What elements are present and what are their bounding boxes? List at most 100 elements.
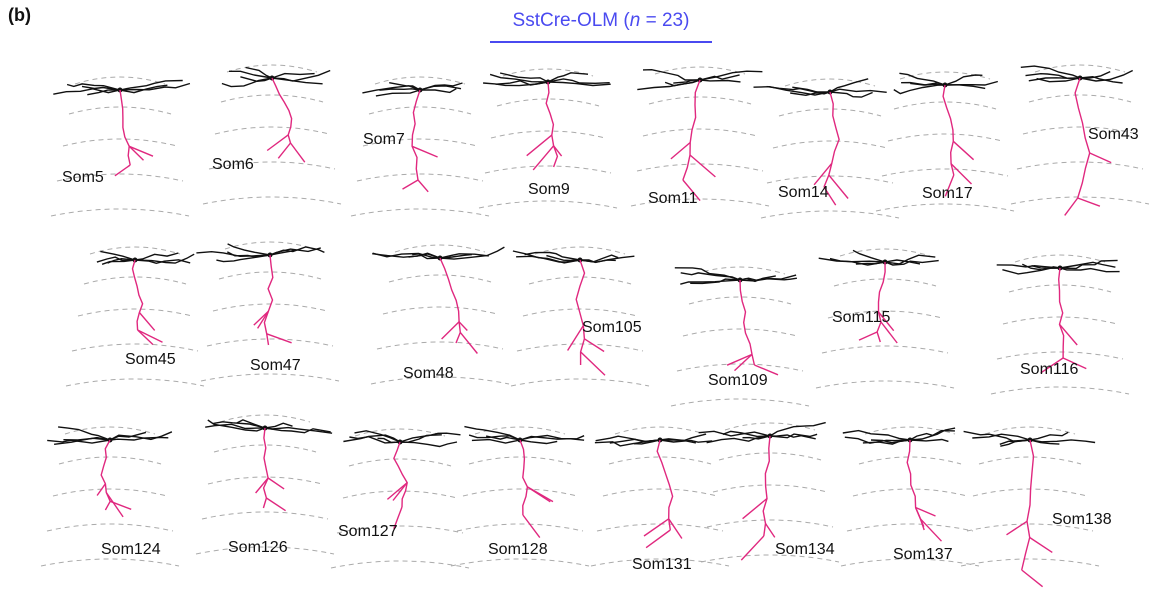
cell-label: Som48	[403, 365, 454, 382]
cell-label: Som138	[1052, 511, 1112, 528]
layer-boundary	[1017, 162, 1143, 169]
layer-boundary	[979, 457, 1081, 464]
layer-boundary	[689, 297, 791, 304]
neuron: Som5	[51, 77, 190, 216]
neuron: Som7	[351, 77, 489, 216]
layer-boundary	[888, 134, 1002, 141]
layer-boundary	[90, 247, 180, 254]
axon-branch	[766, 524, 775, 538]
neuron: Som115	[816, 249, 954, 388]
axon-branch	[829, 175, 848, 198]
dendrite	[894, 85, 945, 94]
axon-branch	[1022, 570, 1043, 587]
layer-boundary	[221, 95, 323, 102]
layer-boundary	[220, 415, 310, 422]
axon-branch	[859, 332, 877, 340]
cell-label: Som116	[1020, 361, 1079, 378]
layer-boundary	[637, 164, 763, 171]
cell-label: Som127	[338, 523, 398, 540]
dendrite	[830, 92, 873, 97]
axon-branch	[129, 146, 143, 160]
axon-branch	[403, 180, 419, 189]
neuron: Som11	[631, 67, 769, 207]
axon	[683, 80, 700, 180]
dendrite	[472, 440, 520, 443]
axon	[412, 90, 420, 180]
axon-branch	[1030, 538, 1053, 553]
cell-label: Som17	[922, 185, 973, 202]
cell-label: Som11	[648, 190, 698, 207]
neuron: Som126	[196, 415, 334, 556]
layer-boundary	[985, 427, 1075, 434]
layer-boundary	[207, 339, 333, 346]
neuron: Som134	[699, 423, 839, 562]
neuron: Som6	[203, 65, 341, 204]
axon-branch	[266, 498, 285, 511]
layer-boundary	[822, 346, 948, 353]
neuron: Som127	[331, 429, 469, 568]
axon-branch	[1078, 198, 1100, 206]
neuron: Som131	[591, 427, 729, 573]
axon	[657, 440, 672, 530]
axon	[1059, 268, 1064, 358]
cell-label: Som6	[212, 156, 254, 173]
neuron: Som48	[371, 245, 509, 384]
axon-branch	[735, 354, 753, 370]
layer-boundary	[457, 524, 583, 531]
dendrite	[1021, 66, 1080, 78]
axon	[1022, 440, 1034, 570]
layer-boundary	[41, 559, 179, 566]
axon	[546, 82, 557, 167]
dendrite	[516, 256, 580, 262]
dendrite	[643, 70, 700, 80]
layer-boundary	[215, 127, 329, 134]
dendrite	[853, 250, 885, 262]
cell-label: Som43	[1088, 126, 1139, 143]
neuron: Som105	[511, 247, 649, 386]
title: SstCre-OLM (n = 23)	[513, 10, 690, 31]
axon-branch	[442, 322, 460, 339]
layer-boundary	[389, 275, 491, 282]
layer-boundary	[357, 174, 483, 181]
axon	[263, 428, 268, 508]
layer-boundary	[47, 524, 173, 531]
axon	[272, 78, 292, 143]
layer-boundary	[707, 520, 833, 527]
neuron: Som128	[451, 427, 589, 566]
layer-boundary	[377, 342, 503, 349]
axon-branch	[741, 536, 764, 560]
layer-boundary	[219, 272, 321, 279]
axon-branch	[690, 155, 715, 177]
axon-branch	[129, 146, 153, 156]
dendrite	[400, 442, 457, 447]
axon-branch	[953, 141, 973, 159]
layer-boundary	[847, 524, 973, 531]
layer-boundary	[331, 561, 469, 568]
layer-boundary	[203, 197, 341, 204]
layer-boundary	[375, 77, 465, 84]
layer-boundary	[485, 166, 611, 173]
layer-boundary	[859, 457, 961, 464]
axon-branch	[267, 334, 292, 343]
layer-boundary	[395, 245, 485, 252]
layer-boundary	[1015, 255, 1105, 262]
layer-boundary	[1011, 197, 1149, 204]
axon-branch	[1065, 198, 1078, 215]
cell-label: Som105	[582, 319, 642, 336]
axon-branch	[460, 332, 477, 353]
cell-label: Som5	[62, 169, 104, 186]
dendrite	[222, 78, 272, 87]
layer-boundary	[53, 489, 167, 496]
axon	[943, 85, 954, 175]
axon-branch	[139, 313, 154, 331]
layer-boundary	[719, 453, 821, 460]
axon-branch	[527, 487, 553, 502]
dendrite	[400, 435, 442, 442]
cell-label: Som109	[708, 372, 768, 389]
layer-boundary	[991, 387, 1129, 394]
neuron: Som45	[66, 247, 204, 386]
axon	[740, 280, 754, 365]
layer-boundary	[451, 559, 589, 566]
layer-boundary	[201, 374, 339, 381]
layer-boundary	[882, 169, 1008, 176]
